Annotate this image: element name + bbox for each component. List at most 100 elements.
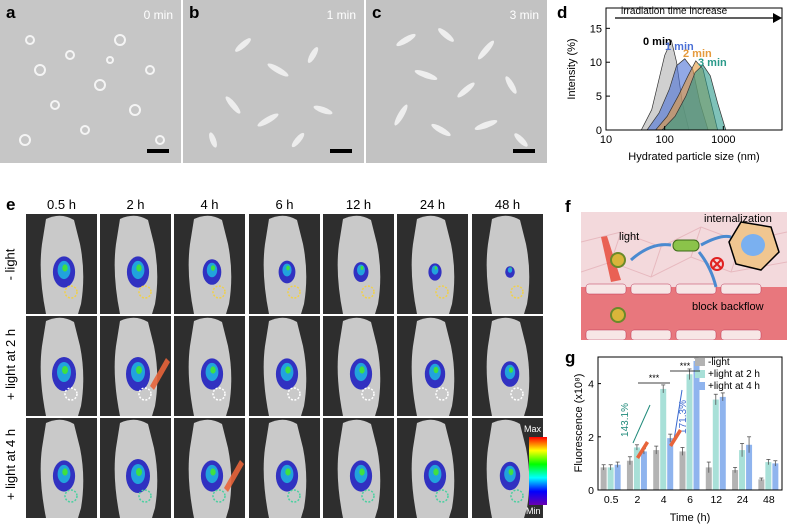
mouse-image bbox=[397, 316, 468, 416]
colorbar-min: Min bbox=[526, 506, 541, 516]
bar--light-at-2-h-0.5 bbox=[607, 467, 614, 490]
bar--light-6 bbox=[679, 451, 686, 490]
bar-xtick: 0.5 bbox=[604, 494, 619, 506]
time-label-0: 0.5 h bbox=[47, 197, 76, 212]
bar-xtick: 24 bbox=[737, 494, 749, 506]
dls-ytick: 0 bbox=[596, 125, 602, 137]
schematic: light internalization block backflow bbox=[581, 212, 787, 340]
panel-b-label: b bbox=[189, 3, 200, 22]
dls-series-label-0: 0 min bbox=[643, 36, 672, 48]
bar--light-at-2-h-48 bbox=[765, 462, 772, 490]
dls-axes: 10 100 1000 0 5 10 15 bbox=[590, 23, 736, 146]
bar--light-at-2-h-2 bbox=[633, 447, 640, 490]
time-label-5: 24 h bbox=[419, 197, 446, 212]
nanoparticle-icon-2 bbox=[610, 307, 626, 323]
arrow-to-cell bbox=[700, 234, 732, 247]
bar--light-at-2-h-12 bbox=[712, 399, 719, 490]
bar--light-at-2-h-4 bbox=[660, 388, 667, 490]
arrow-to-vessel bbox=[697, 251, 718, 288]
mouse-image bbox=[26, 418, 97, 518]
bar-xtick: 12 bbox=[710, 494, 722, 506]
sem-particles-a bbox=[0, 0, 181, 163]
sem-particles-c bbox=[366, 0, 547, 163]
dls-frame bbox=[605, 7, 783, 131]
mouse-image bbox=[472, 214, 543, 314]
mouse-image bbox=[100, 214, 171, 314]
sem-particles-b bbox=[183, 0, 364, 163]
time-label-1: 2 h bbox=[126, 197, 145, 212]
mouse-image bbox=[174, 418, 245, 518]
panel-g-label: g bbox=[565, 348, 576, 367]
dls-arrow-text: irradiation time increase bbox=[621, 6, 728, 17]
scale-bar-c bbox=[513, 149, 535, 153]
mouse-image bbox=[26, 214, 97, 314]
bar-ytick: 4 bbox=[588, 379, 594, 391]
time-label-3: 6 h bbox=[275, 197, 294, 212]
scale-bar-b bbox=[330, 149, 352, 153]
dls-xtick: 1000 bbox=[711, 134, 735, 146]
bar--light-at-4-h-4 bbox=[667, 438, 674, 490]
mouse-image bbox=[174, 214, 245, 314]
legend-label-2: +light at 4 h bbox=[708, 381, 760, 392]
colorbar bbox=[529, 437, 547, 505]
panel-d-label: d bbox=[557, 3, 568, 22]
panel-f-label: f bbox=[565, 197, 571, 216]
dls-series-label-1: 1 min bbox=[665, 41, 694, 53]
mouse-image bbox=[323, 418, 394, 518]
dls-ytick: 5 bbox=[596, 91, 602, 103]
scale-bar-a bbox=[147, 149, 169, 153]
mouse-image bbox=[323, 214, 394, 314]
panel-c-label: c bbox=[372, 3, 382, 22]
legend-swatch-2 bbox=[695, 382, 705, 390]
bar-legend: -light+light at 2 h+light at 4 h bbox=[695, 357, 760, 392]
panel-a-label: a bbox=[6, 3, 16, 22]
sem-image-b: b 1 min bbox=[183, 0, 364, 163]
bar--light-4 bbox=[653, 450, 660, 490]
bar--light-at-4-h-12 bbox=[719, 396, 726, 490]
bar-xlabel: Time (h) bbox=[670, 512, 711, 524]
cell-nucleus-icon bbox=[741, 234, 765, 256]
bar--light-at-4-h-0.5 bbox=[614, 464, 621, 490]
annotation-sig-1: *** bbox=[649, 373, 660, 383]
row-label-no-light: - light bbox=[2, 248, 18, 281]
colorbar-max: Max bbox=[524, 424, 542, 434]
bar--light-0.5 bbox=[600, 467, 607, 490]
block-icon bbox=[710, 257, 724, 271]
mouse-image bbox=[249, 214, 320, 314]
annotation-171: 171.3% bbox=[678, 400, 689, 434]
sem-time-b: 1 min bbox=[326, 8, 356, 22]
sem-time-c: 3 min bbox=[509, 8, 539, 22]
legend-swatch-0 bbox=[695, 358, 705, 366]
bar-ytick: 0 bbox=[588, 485, 594, 497]
dls-ytick: 15 bbox=[590, 23, 602, 35]
bar--light-24 bbox=[732, 470, 739, 490]
bar-plot-area bbox=[600, 357, 779, 490]
bar--light-at-4-h-24 bbox=[746, 444, 753, 490]
mouse-image bbox=[323, 316, 394, 416]
dls-xtick: 10 bbox=[600, 134, 612, 146]
time-label-2: 4 h bbox=[200, 197, 219, 212]
mouse-image bbox=[472, 418, 543, 518]
schematic-block-label: block backflow bbox=[692, 301, 764, 313]
mouse-image bbox=[249, 418, 320, 518]
row-label-light-2h: + light at 2 h bbox=[3, 328, 19, 401]
bar-ylabel: Fluorescence (x10⁸) bbox=[573, 374, 585, 473]
mouse-image bbox=[100, 316, 171, 416]
light-icon-2h bbox=[636, 441, 649, 459]
legend-swatch-1 bbox=[695, 370, 705, 378]
bar--light-at-4-h-2 bbox=[640, 451, 647, 490]
sem-time-a: 0 min bbox=[143, 8, 173, 22]
mouse-image bbox=[26, 316, 97, 416]
dls-xtick: 100 bbox=[655, 134, 673, 146]
sem-image-a: a 0 min bbox=[0, 0, 181, 163]
time-label-6: 48 h bbox=[494, 197, 521, 212]
bar--light-at-2-h-6 bbox=[686, 374, 693, 490]
dls-series-label-2: 2 min bbox=[683, 48, 712, 60]
mouse-image bbox=[397, 214, 468, 314]
dls-ytick: 10 bbox=[590, 57, 602, 69]
bar--light-at-4-h-6 bbox=[693, 360, 700, 490]
arrow-to-rod bbox=[629, 243, 672, 262]
